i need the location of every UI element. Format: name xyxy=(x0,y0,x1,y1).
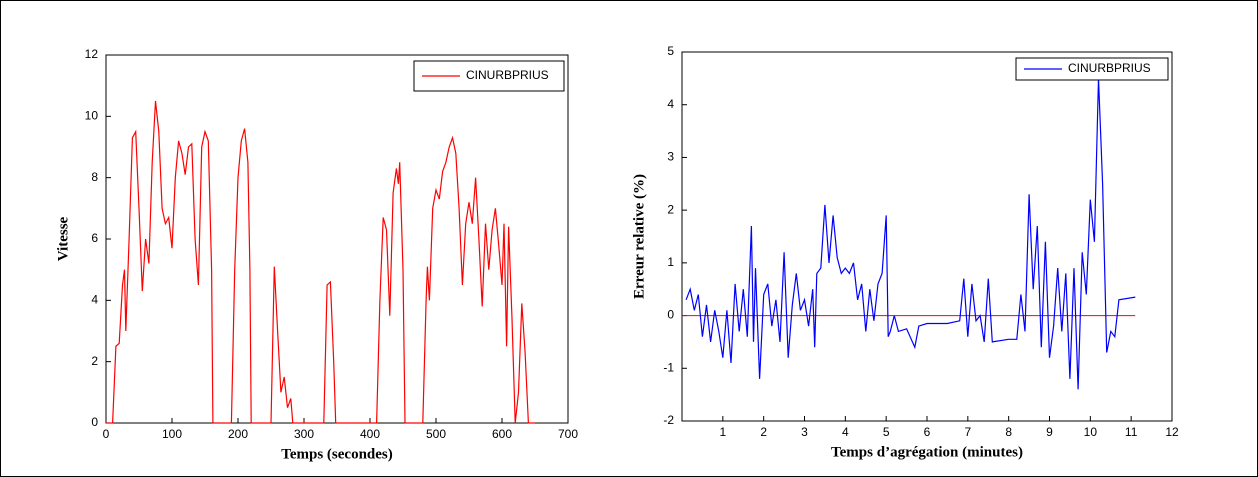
x-tick-label: 9 xyxy=(1046,425,1053,439)
x-tick-label: 6 xyxy=(924,425,931,439)
y-tick-label: 4 xyxy=(667,97,674,111)
y-tick-label: 0 xyxy=(91,415,98,429)
y-axis-label: Vitesse xyxy=(55,216,71,261)
x-tick-label: 400 xyxy=(360,427,380,441)
y-tick-label: 12 xyxy=(85,47,99,61)
plot-area xyxy=(681,51,1173,422)
legend-label: CINURBPRIUS xyxy=(1068,61,1151,75)
x-axis-label: Temps d’agrégation (minutes) xyxy=(831,444,1023,460)
legend-box xyxy=(1015,57,1169,81)
x-tick-label: 300 xyxy=(294,427,314,441)
legend-label: CINURBPRIUS xyxy=(466,68,549,82)
y-tick-label: 5 xyxy=(667,44,674,58)
x-tick-label: 2 xyxy=(760,425,767,439)
y-tick-label: 4 xyxy=(91,293,98,307)
y-tick-label: -1 xyxy=(663,360,674,374)
y-tick-label: 0 xyxy=(667,308,674,322)
x-tick-label: 600 xyxy=(492,427,512,441)
y-tick-label: 3 xyxy=(667,150,674,164)
x-tick-label: 500 xyxy=(426,427,446,441)
y-tick-label: 2 xyxy=(91,354,98,368)
data-line xyxy=(685,78,1136,390)
x-tick-label: 100 xyxy=(162,427,182,441)
x-tick-label: 7 xyxy=(964,425,971,439)
y-tick-label: 2 xyxy=(667,202,674,216)
x-tick-label: 700 xyxy=(558,427,578,441)
x-tick-label: 5 xyxy=(883,425,890,439)
x-tick-label: 10 xyxy=(1084,425,1098,439)
x-tick-label: 3 xyxy=(801,425,808,439)
x-tick-label: 12 xyxy=(1165,425,1179,439)
y-tick-label: 8 xyxy=(91,170,98,184)
x-tick-label: 200 xyxy=(228,427,248,441)
x-tick-label: 4 xyxy=(842,425,849,439)
y-axis-label: Erreur relative (%) xyxy=(631,174,647,299)
data-line xyxy=(106,100,535,424)
y-tick-label: 10 xyxy=(85,109,99,123)
y-tick-label: 6 xyxy=(91,231,98,245)
x-tick-label: 11 xyxy=(1125,425,1138,439)
x-axis-label: Temps (secondes) xyxy=(281,446,393,462)
y-tick-label: 1 xyxy=(667,255,674,269)
y-tick-label: -2 xyxy=(663,413,674,427)
x-tick-label: 1 xyxy=(719,425,726,439)
x-tick-label: 8 xyxy=(1005,425,1012,439)
x-tick-label: 0 xyxy=(103,427,110,441)
